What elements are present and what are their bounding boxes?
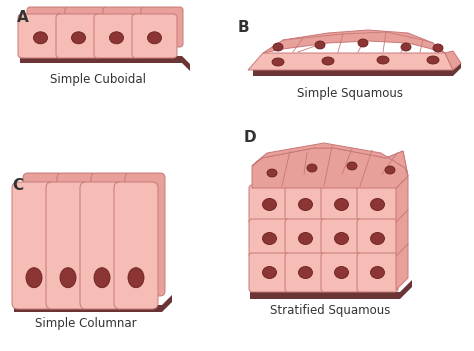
- Ellipse shape: [377, 56, 389, 64]
- Ellipse shape: [315, 41, 325, 49]
- FancyBboxPatch shape: [23, 173, 63, 296]
- Polygon shape: [253, 63, 461, 76]
- FancyBboxPatch shape: [321, 185, 362, 224]
- FancyBboxPatch shape: [357, 253, 398, 292]
- Ellipse shape: [299, 232, 312, 245]
- Ellipse shape: [147, 32, 162, 44]
- FancyBboxPatch shape: [285, 253, 326, 292]
- Ellipse shape: [307, 164, 317, 172]
- FancyBboxPatch shape: [56, 14, 101, 58]
- Text: C: C: [12, 178, 23, 193]
- FancyBboxPatch shape: [141, 7, 183, 47]
- Ellipse shape: [34, 32, 47, 44]
- Polygon shape: [263, 30, 445, 53]
- FancyBboxPatch shape: [80, 182, 124, 309]
- Text: A: A: [17, 10, 29, 25]
- Ellipse shape: [263, 199, 276, 211]
- Ellipse shape: [385, 166, 395, 174]
- FancyBboxPatch shape: [91, 173, 131, 296]
- Ellipse shape: [299, 266, 312, 278]
- Ellipse shape: [273, 43, 283, 51]
- Ellipse shape: [433, 44, 443, 52]
- FancyBboxPatch shape: [249, 219, 290, 258]
- Polygon shape: [445, 51, 461, 70]
- FancyBboxPatch shape: [357, 219, 398, 258]
- FancyBboxPatch shape: [65, 7, 107, 47]
- FancyBboxPatch shape: [57, 173, 97, 296]
- FancyBboxPatch shape: [285, 219, 326, 258]
- FancyBboxPatch shape: [249, 253, 290, 292]
- Polygon shape: [20, 56, 190, 71]
- Ellipse shape: [128, 268, 144, 288]
- FancyBboxPatch shape: [357, 185, 398, 224]
- Ellipse shape: [109, 32, 124, 44]
- Polygon shape: [250, 280, 412, 299]
- Polygon shape: [14, 295, 172, 312]
- FancyBboxPatch shape: [125, 173, 165, 296]
- FancyBboxPatch shape: [27, 7, 69, 47]
- Ellipse shape: [263, 232, 276, 245]
- Polygon shape: [248, 53, 453, 70]
- FancyBboxPatch shape: [94, 14, 139, 58]
- Polygon shape: [252, 143, 408, 176]
- Ellipse shape: [94, 268, 110, 288]
- Ellipse shape: [335, 199, 348, 211]
- FancyBboxPatch shape: [321, 253, 362, 292]
- FancyBboxPatch shape: [249, 185, 290, 224]
- FancyBboxPatch shape: [18, 14, 63, 58]
- Ellipse shape: [267, 169, 277, 177]
- Ellipse shape: [335, 266, 348, 278]
- Ellipse shape: [72, 32, 85, 44]
- Ellipse shape: [347, 162, 357, 170]
- Ellipse shape: [26, 268, 42, 288]
- FancyBboxPatch shape: [132, 14, 177, 58]
- Ellipse shape: [263, 266, 276, 278]
- Ellipse shape: [358, 39, 368, 47]
- Ellipse shape: [272, 58, 284, 66]
- Polygon shape: [396, 176, 408, 290]
- FancyBboxPatch shape: [46, 182, 90, 309]
- Ellipse shape: [299, 199, 312, 211]
- Text: B: B: [238, 20, 250, 35]
- Text: Simple Columnar: Simple Columnar: [35, 317, 137, 330]
- FancyBboxPatch shape: [285, 185, 326, 224]
- FancyBboxPatch shape: [12, 182, 56, 309]
- Text: Simple Cuboidal: Simple Cuboidal: [50, 73, 146, 86]
- Text: D: D: [244, 130, 256, 145]
- Polygon shape: [252, 148, 408, 188]
- Ellipse shape: [371, 232, 384, 245]
- Ellipse shape: [60, 268, 76, 288]
- Ellipse shape: [371, 266, 384, 278]
- Text: Stratified Squamous: Stratified Squamous: [270, 304, 390, 317]
- Ellipse shape: [322, 57, 334, 65]
- Ellipse shape: [335, 232, 348, 245]
- FancyBboxPatch shape: [321, 219, 362, 258]
- Ellipse shape: [427, 56, 439, 64]
- Ellipse shape: [371, 199, 384, 211]
- Ellipse shape: [401, 43, 411, 51]
- Text: Simple Squamous: Simple Squamous: [298, 87, 403, 100]
- FancyBboxPatch shape: [114, 182, 158, 309]
- FancyBboxPatch shape: [103, 7, 145, 47]
